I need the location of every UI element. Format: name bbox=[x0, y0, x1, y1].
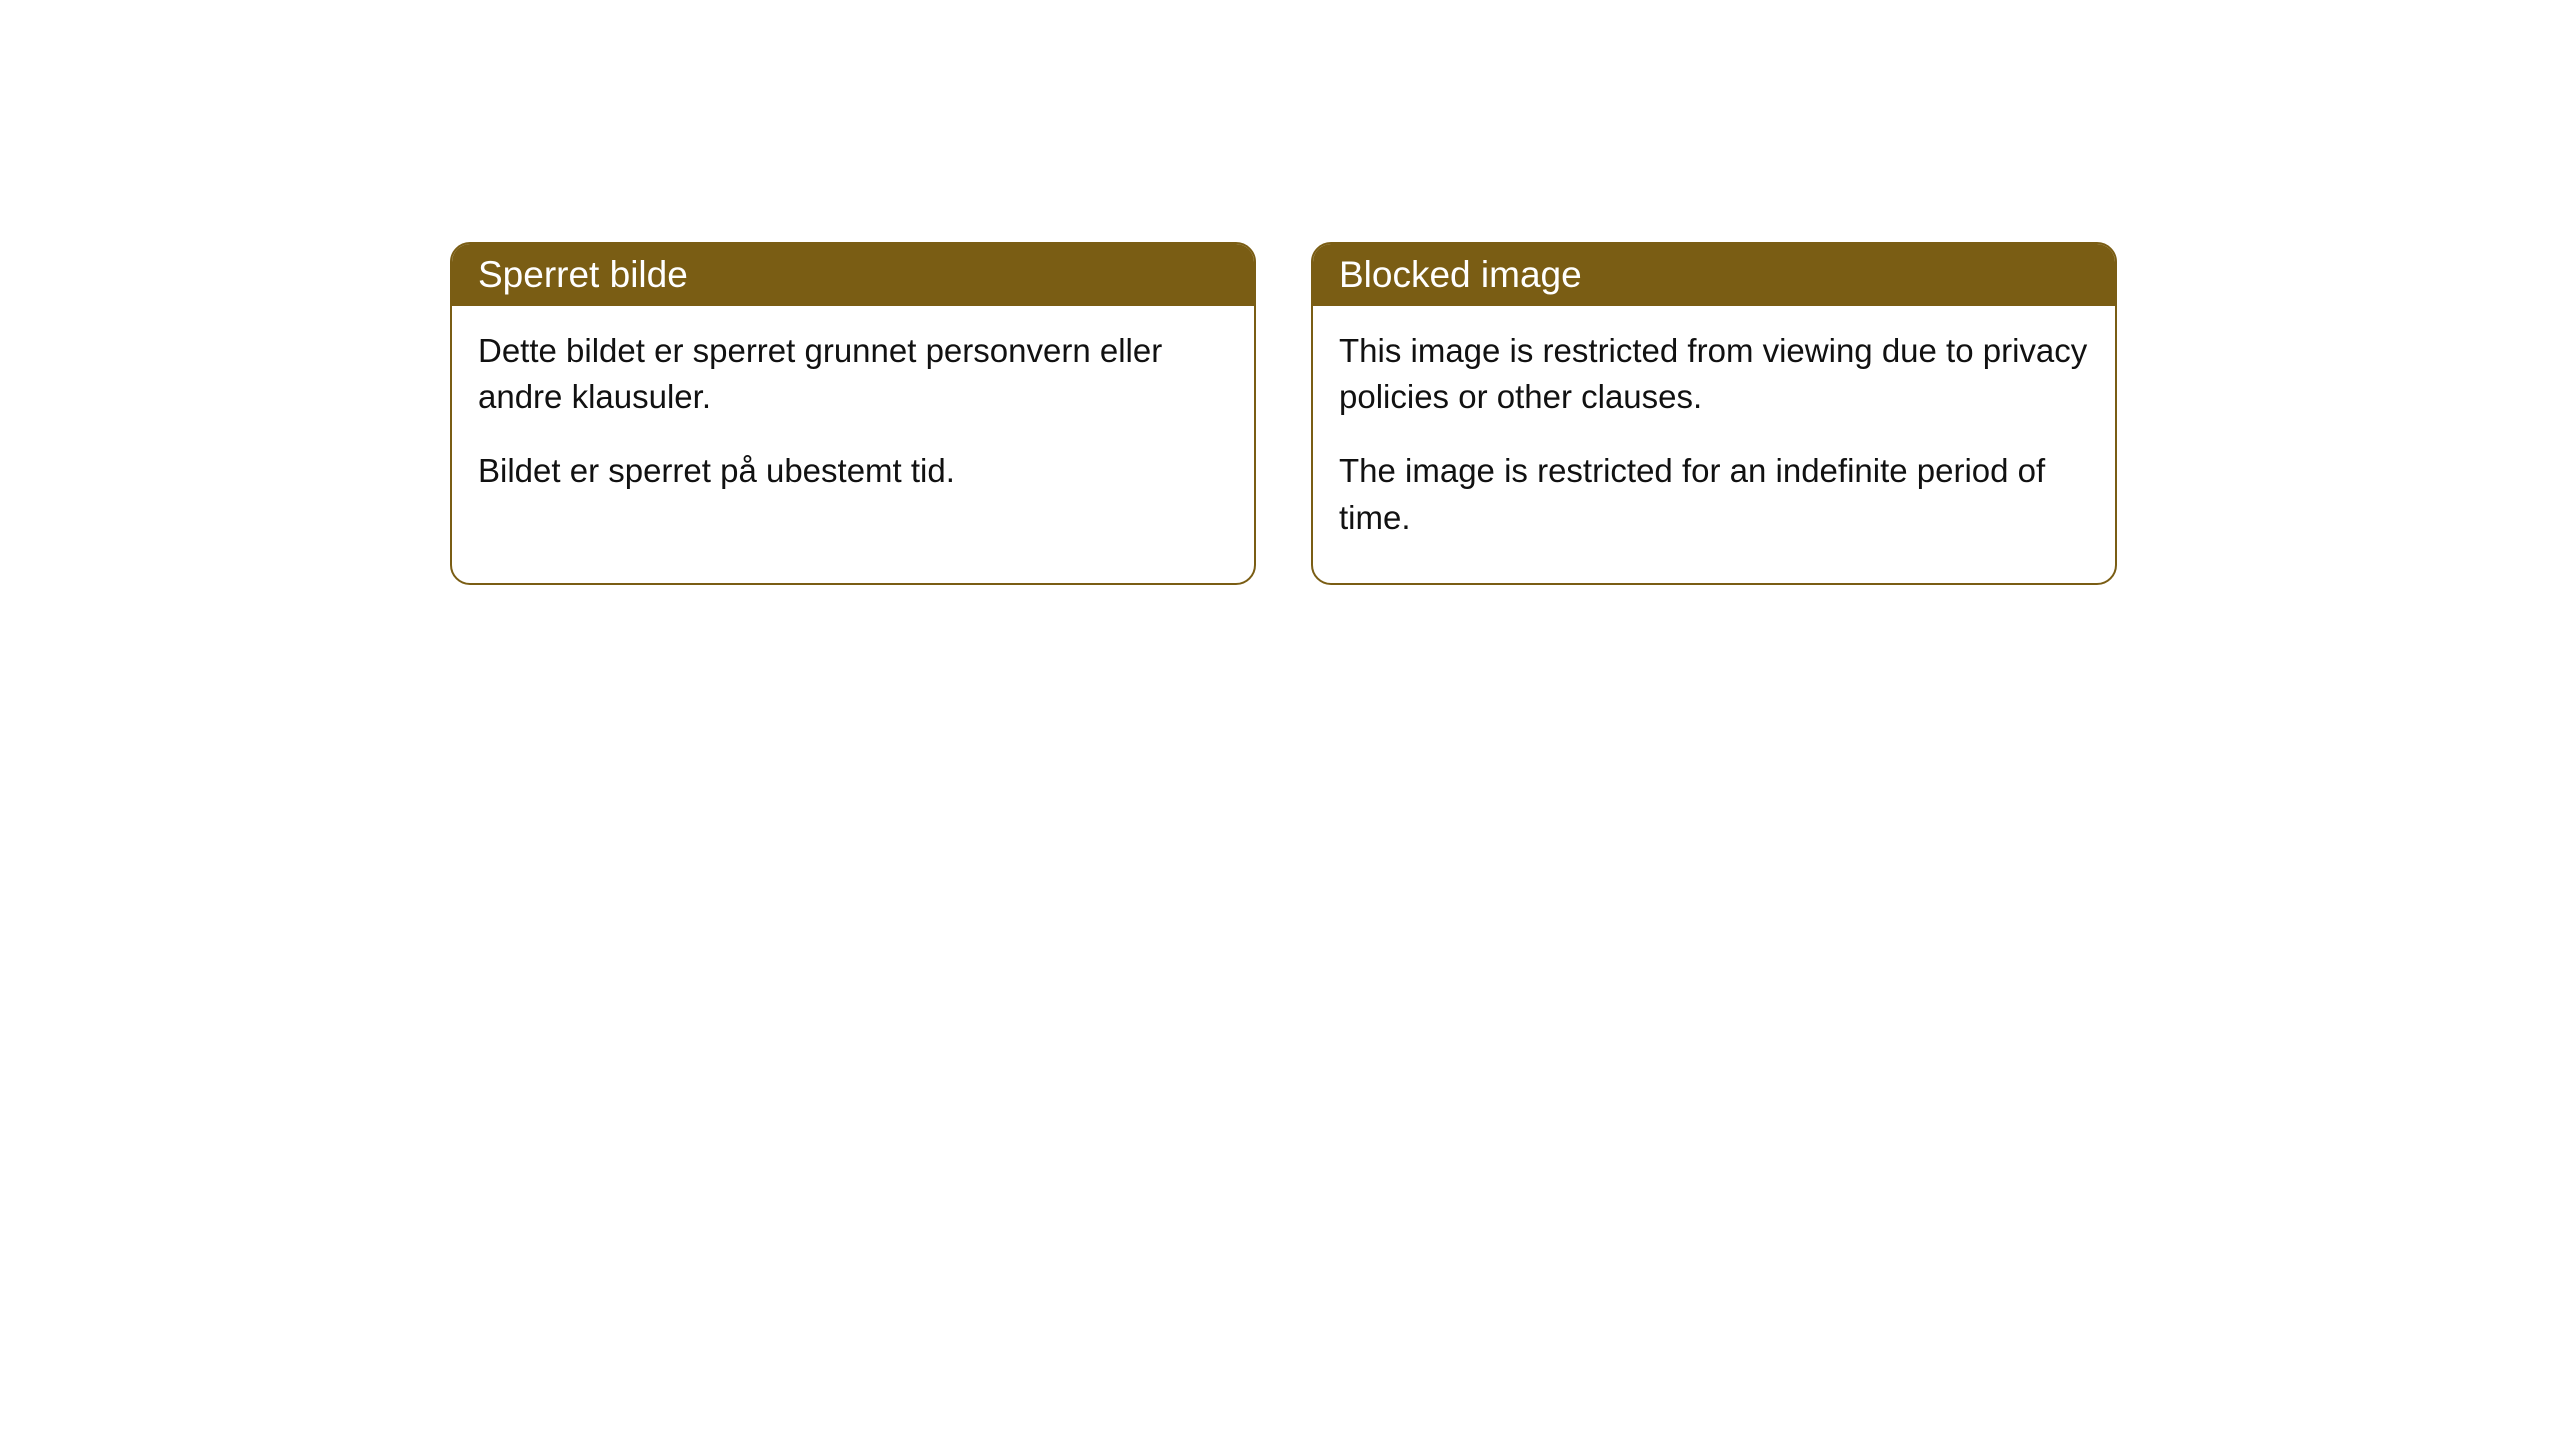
card-body-norwegian: Dette bildet er sperret grunnet personve… bbox=[452, 306, 1254, 537]
card-english: Blocked image This image is restricted f… bbox=[1311, 242, 2117, 585]
card-title-english: Blocked image bbox=[1339, 254, 1582, 295]
card-paragraph-2-english: The image is restricted for an indefinit… bbox=[1339, 448, 2089, 540]
card-paragraph-1-english: This image is restricted from viewing du… bbox=[1339, 328, 2089, 420]
card-title-norwegian: Sperret bilde bbox=[478, 254, 688, 295]
card-header-norwegian: Sperret bilde bbox=[452, 244, 1254, 306]
card-paragraph-2-norwegian: Bildet er sperret på ubestemt tid. bbox=[478, 448, 1228, 494]
card-paragraph-1-norwegian: Dette bildet er sperret grunnet personve… bbox=[478, 328, 1228, 420]
cards-container: Sperret bilde Dette bildet er sperret gr… bbox=[0, 0, 2560, 585]
card-header-english: Blocked image bbox=[1313, 244, 2115, 306]
card-norwegian: Sperret bilde Dette bildet er sperret gr… bbox=[450, 242, 1256, 585]
card-body-english: This image is restricted from viewing du… bbox=[1313, 306, 2115, 583]
